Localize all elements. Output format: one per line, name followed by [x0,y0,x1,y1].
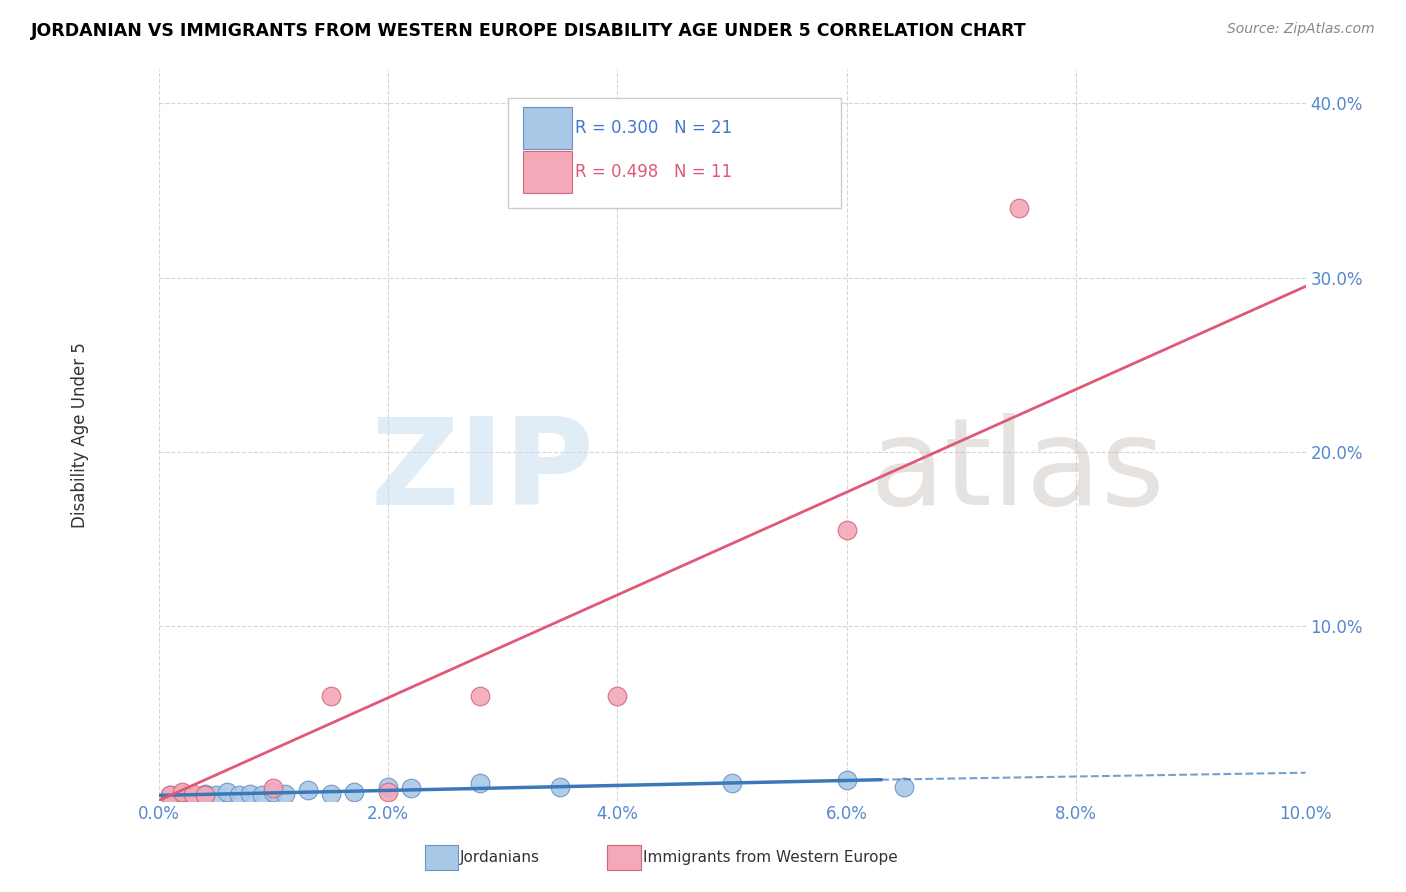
Point [262,785,284,799]
Text: Immigrants from Western Europe: Immigrants from Western Europe [643,850,897,864]
Point [159,789,181,803]
Point [721,776,744,790]
FancyBboxPatch shape [509,98,841,208]
Point [274,787,297,801]
Text: JORDANIAN VS IMMIGRANTS FROM WESTERN EUROPE DISABILITY AGE UNDER 5 CORRELATION C: JORDANIAN VS IMMIGRANTS FROM WESTERN EUR… [31,22,1026,40]
Point [181,790,204,805]
Point [262,781,284,796]
Point [193,789,215,803]
Point [217,785,239,799]
Point [606,689,628,703]
Point [399,781,422,796]
Point [205,789,228,803]
Point [319,787,342,801]
Text: Jordanians: Jordanians [460,850,540,864]
Text: Source: ZipAtlas.com: Source: ZipAtlas.com [1227,22,1375,37]
Text: R = 0.498   N = 11: R = 0.498 N = 11 [575,162,733,181]
Point [893,780,915,794]
Y-axis label: Disability Age Under 5: Disability Age Under 5 [72,342,89,527]
Point [1008,201,1031,215]
Point [377,785,399,799]
Text: atlas: atlas [870,413,1166,530]
Point [193,787,215,801]
Text: R = 0.300   N = 21: R = 0.300 N = 21 [575,119,733,136]
Point [170,785,193,799]
Point [548,780,571,794]
Point [170,787,193,801]
Point [239,787,262,801]
Point [181,787,204,801]
FancyBboxPatch shape [523,106,572,149]
Point [835,524,858,538]
Point [250,789,273,803]
Point [343,785,366,799]
Point [377,780,399,794]
FancyBboxPatch shape [523,151,572,193]
Point [159,789,181,803]
Point [835,772,858,787]
Text: ZIP: ZIP [371,413,595,530]
Point [468,776,491,790]
Point [228,789,250,803]
Point [319,689,342,703]
Point [297,783,319,797]
Point [468,689,491,703]
